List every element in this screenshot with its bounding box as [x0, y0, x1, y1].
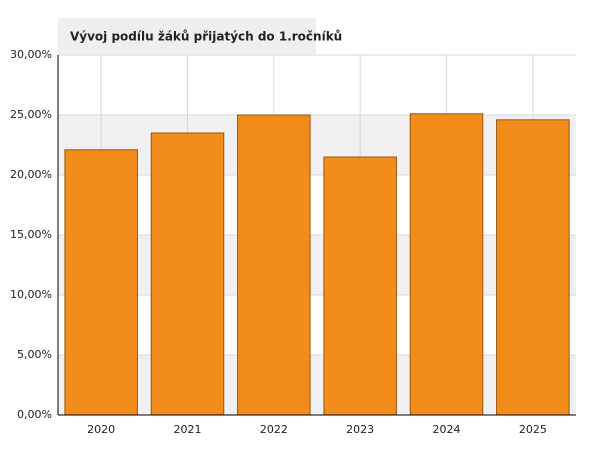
bar [323, 156, 397, 416]
y-tick-label: 15,00% [10, 228, 52, 241]
bar [64, 149, 138, 416]
y-tick-label: 5,00% [17, 348, 52, 361]
y-tick-label: 30,00% [10, 48, 52, 61]
y-tick-label: 0,00% [17, 408, 52, 421]
y-tick-label: 25,00% [10, 108, 52, 121]
x-tick-label: 2025 [519, 423, 547, 436]
x-tick-label: 2024 [433, 423, 461, 436]
y-tick-label: 10,00% [10, 288, 52, 301]
bar [496, 119, 570, 416]
bar [409, 113, 484, 416]
grid-band [58, 115, 576, 175]
chart-title: Vývoj podílu žáků přijatých do 1.ročníků [70, 30, 342, 44]
x-tick-label: 2023 [346, 423, 374, 436]
grid-band [58, 355, 576, 415]
grid-band [58, 235, 576, 295]
title-box [58, 18, 316, 55]
bar [150, 132, 225, 416]
x-tick-label: 2021 [174, 423, 202, 436]
bar [237, 114, 311, 416]
y-tick-label: 20,00% [10, 168, 52, 181]
x-tick-label: 2020 [87, 423, 115, 436]
x-tick-label: 2022 [260, 423, 288, 436]
